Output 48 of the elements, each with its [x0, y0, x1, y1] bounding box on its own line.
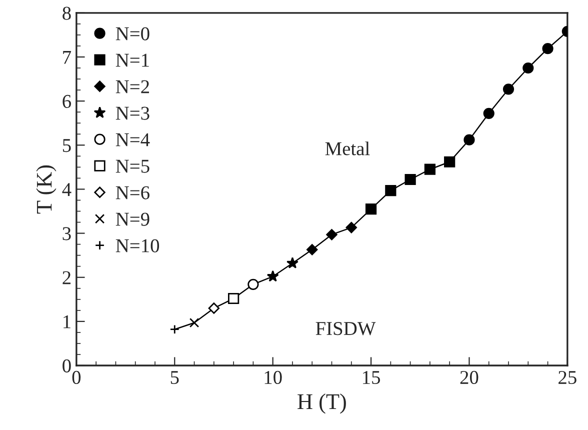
legend-label: N=2 — [116, 80, 149, 94]
y-tick-label: 4 — [62, 183, 72, 196]
y-tick-label: 7 — [63, 50, 72, 64]
point — [404, 174, 416, 186]
y-tick-label: 3 — [62, 227, 71, 240]
point — [365, 203, 377, 215]
point — [248, 278, 259, 290]
x-tick-label: 0 — [72, 370, 81, 384]
legend-label: N=1 — [116, 54, 149, 67]
annotation: FISDW — [316, 322, 376, 336]
legend-label: N=5 — [116, 160, 150, 173]
point — [208, 302, 220, 314]
y-tick-label: 0 — [62, 359, 71, 372]
legend-label: N=10 — [116, 239, 160, 252]
point — [306, 244, 318, 256]
legend-label: N=3 — [116, 106, 150, 120]
point — [286, 256, 298, 268]
point — [170, 324, 180, 334]
point — [424, 164, 436, 175]
x-tick-label: 25 — [558, 370, 576, 384]
point — [444, 156, 456, 168]
y-tick-label: 2 — [62, 271, 71, 284]
point — [483, 108, 494, 119]
x-tick-label: 20 — [460, 370, 478, 384]
x-axis-title: H (T) — [298, 394, 346, 414]
y-tick-label: 1 — [64, 315, 70, 328]
point — [346, 222, 357, 234]
point — [464, 134, 475, 146]
y-tick-label: 8 — [62, 6, 71, 20]
legend-label: N=4 — [116, 133, 150, 146]
x-tick-label: 15 — [363, 371, 380, 384]
point — [502, 84, 514, 95]
x-tick-label: 10 — [264, 370, 282, 384]
point — [522, 62, 534, 74]
y-axis-title: T (K) — [36, 165, 56, 214]
legend-label: N=9 — [116, 212, 150, 226]
point — [189, 318, 200, 328]
legend-label: N=6 — [116, 186, 150, 200]
x-tick-label: 5 — [170, 371, 179, 384]
point — [326, 228, 338, 240]
y-tick-label: 6 — [62, 94, 71, 108]
point — [542, 43, 554, 54]
point — [385, 184, 396, 196]
point — [266, 270, 279, 282]
point — [228, 292, 240, 304]
annotation: Metal — [325, 142, 370, 156]
y-tick-label: 5 — [62, 139, 71, 152]
legend-label: N=0 — [116, 27, 150, 40]
